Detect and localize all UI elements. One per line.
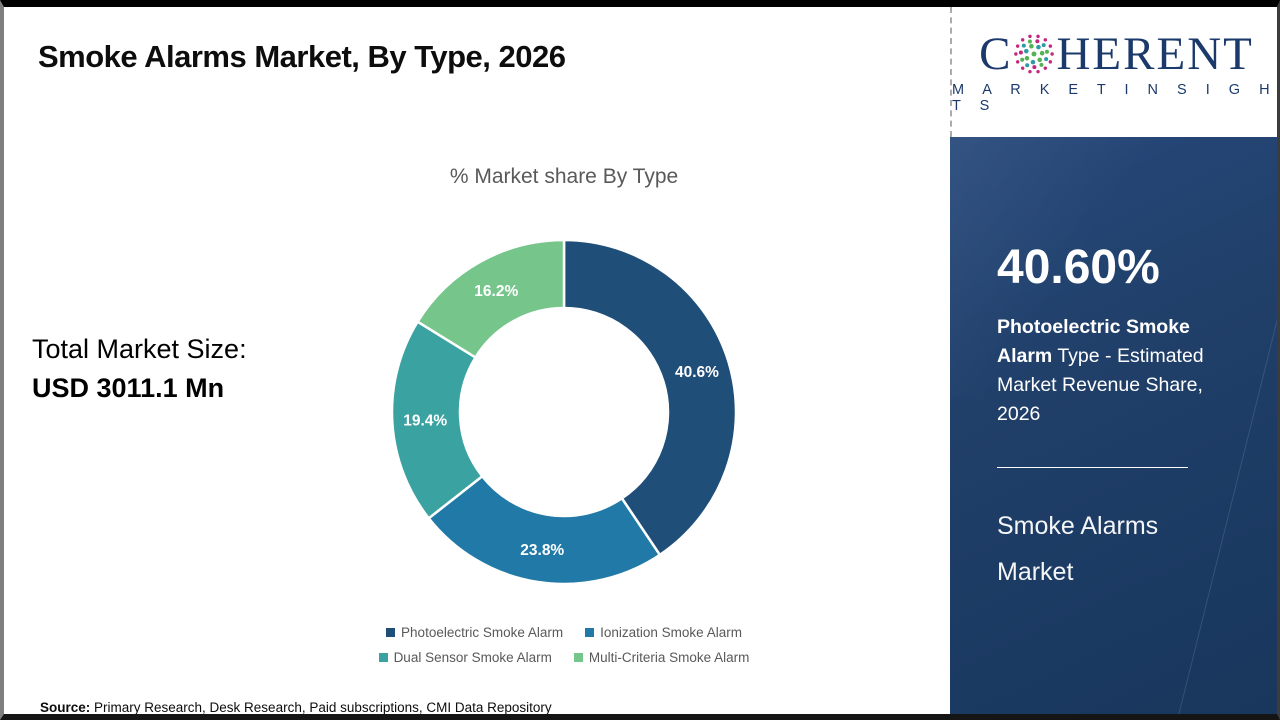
sidebar-stat-description: Photoelectric Smoke Alarm Type - Estimat… <box>997 313 1239 429</box>
chart-title: % Market share By Type <box>449 165 679 188</box>
legend-item: Multi-Criteria Smoke Alarm <box>573 650 750 665</box>
globe-dot <box>1024 48 1030 54</box>
globe-dot <box>1020 57 1025 62</box>
legend-label: Multi-Criteria Smoke Alarm <box>588 650 750 665</box>
page-title: Smoke Alarms Market, By Type, 2026 <box>38 39 566 74</box>
globe-dot <box>1021 38 1025 42</box>
sidebar-stat-description-bold: Photoelectric Smoke Alarm <box>997 316 1190 367</box>
globe-dot <box>1044 57 1049 62</box>
globe-dot <box>1016 60 1020 64</box>
globe-dot <box>1044 66 1048 70</box>
legend-label: Ionization Smoke Alarm <box>600 625 742 640</box>
globe-dot <box>1016 44 1020 48</box>
legend-label: Photoelectric Smoke Alarm <box>401 625 564 640</box>
legend-swatch-icon <box>573 653 583 662</box>
donut-segment-1 <box>427 474 662 586</box>
globe-dot <box>1025 55 1030 61</box>
globe-dot <box>1029 43 1035 49</box>
globe-dot <box>1037 57 1043 63</box>
source-note: Source: Primary Research, Desk Research,… <box>40 700 552 715</box>
legend-item: Dual Sensor Smoke Alarm <box>378 650 552 665</box>
donut-segment-label: 40.6% <box>675 364 719 381</box>
globe-dot <box>1031 59 1036 65</box>
sidebar-stat-description-rest: Type - Estimated Market Revenue Share, 2… <box>997 345 1204 425</box>
sidebar-stat-value: 40.60% <box>997 241 1160 294</box>
donut-segment-0 <box>562 238 738 557</box>
globe-dot <box>1014 52 1019 56</box>
globe-dot <box>1045 49 1050 54</box>
globe-dot <box>1021 66 1025 70</box>
logo-subtitle: M A R K E T I N S I G H T S <box>952 81 1278 114</box>
globe-dot <box>1039 62 1044 67</box>
globe-dot <box>1032 51 1037 57</box>
legend-swatch-icon <box>386 628 396 637</box>
sidebar-report-title: Smoke Alarms Market <box>997 512 1159 586</box>
globe-dot <box>1022 43 1027 48</box>
globe-dot <box>1049 44 1053 48</box>
globe-dot <box>1019 50 1024 55</box>
total-market-size-value: USD 3011.1 Mn <box>32 373 225 403</box>
globe-dot <box>1044 38 1048 42</box>
globe-dot <box>1036 69 1041 74</box>
globe-dot <box>1040 50 1045 56</box>
legend-row: Dual Sensor Smoke Alarm Multi-Criteria S… <box>304 650 824 665</box>
donut-segment-3 <box>415 238 566 360</box>
globe-dot <box>1025 63 1030 68</box>
brand-logo: C HERENT M A R K E T I N S I G H T S <box>950 7 1278 137</box>
globe-dot <box>1028 34 1033 39</box>
legend-label: Dual Sensor Smoke Alarm <box>393 650 552 665</box>
donut-segment-2 <box>390 319 484 521</box>
chart-legend: Photoelectric Smoke Alarm Ionization Smo… <box>304 625 824 675</box>
donut-chart: 40.6% 23.8% 19.4% 16.2% <box>388 236 740 588</box>
source-text: Primary Research, Desk Research, Paid su… <box>90 700 552 715</box>
globe-dot <box>1036 34 1041 39</box>
globe-dot <box>1028 39 1033 44</box>
legend-item: Photoelectric Smoke Alarm <box>386 625 563 640</box>
total-market-size-label: Total Market Size: <box>32 334 247 364</box>
globe-dot <box>1028 69 1033 74</box>
legend-item: Ionization Smoke Alarm <box>585 625 742 640</box>
donut-segment-label: 16.2% <box>474 283 518 300</box>
highlight-sidebar: 40.60% Photoelectric Smoke Alarm Type - … <box>950 137 1277 714</box>
sidebar-divider <box>997 467 1188 468</box>
donut-segment-label: 19.4% <box>403 412 447 429</box>
globe-dot <box>1035 39 1040 44</box>
legend-swatch-icon <box>378 653 388 662</box>
globe-dot <box>1049 60 1053 64</box>
globe-dot <box>1036 44 1042 50</box>
donut-segment-label: 23.8% <box>520 542 564 559</box>
total-market-size-block: Total Market Size: USD 3011.1 Mn <box>32 330 247 408</box>
legend-row: Photoelectric Smoke Alarm Ionization Smo… <box>304 625 824 640</box>
logo-letters-rest: HERENT <box>1056 27 1254 80</box>
globe-dot <box>1050 52 1055 56</box>
logo-letter-c: C <box>979 27 1013 80</box>
source-label: Source: <box>40 700 91 715</box>
globe-dots-icon <box>1014 34 1055 74</box>
globe-dot <box>1042 43 1047 48</box>
legend-swatch-icon <box>585 628 595 637</box>
logo-wordmark: C HERENT <box>979 27 1254 80</box>
globe-dot <box>1032 65 1037 70</box>
donut-chart-svg: 40.6% 23.8% 19.4% 16.2% <box>390 238 738 586</box>
